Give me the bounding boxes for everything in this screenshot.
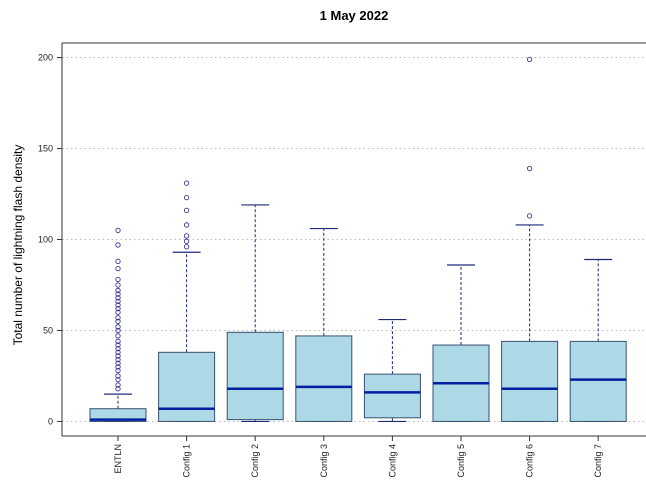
outlier-1-3 bbox=[183, 222, 190, 228]
box-6 bbox=[501, 340, 559, 422]
y-tick-label-0: 0 bbox=[48, 416, 53, 426]
outlier-0-26 bbox=[115, 276, 121, 283]
outlier-0-14 bbox=[115, 327, 121, 334]
outlier-0-16 bbox=[115, 318, 121, 325]
outlier-0-9 bbox=[115, 349, 121, 355]
axes: 0 50 100 150 200 ENTLN Config 1 Config 2 Config … bbox=[38, 42, 646, 478]
outlier-0-22 bbox=[115, 295, 121, 301]
x-tick-label-5: Config 5 bbox=[456, 444, 466, 478]
y-tick-label-200: 200 bbox=[38, 53, 53, 63]
outlier-0-18 bbox=[115, 309, 121, 315]
y-tick-label-100: 100 bbox=[38, 235, 53, 245]
outlier-0-2 bbox=[115, 376, 121, 383]
box-4 bbox=[363, 373, 421, 419]
outlier-6-1 bbox=[526, 165, 533, 172]
outlier-1-5 bbox=[183, 195, 190, 201]
outlier-1-2 bbox=[183, 233, 190, 239]
outlier-0-7 bbox=[115, 356, 121, 363]
x-tick-label-3: Config 3 bbox=[319, 444, 329, 478]
y-tick-label-150: 150 bbox=[38, 144, 53, 154]
outlier-0-24 bbox=[115, 287, 121, 294]
outlier-0-28 bbox=[115, 258, 121, 264]
x-tick-label-6: Config 6 bbox=[525, 444, 535, 478]
outlier-0-30 bbox=[115, 227, 121, 234]
outlier-0-1 bbox=[115, 382, 121, 388]
box-2 bbox=[226, 331, 284, 421]
outlier-0-4 bbox=[115, 367, 121, 374]
outlier-0-25 bbox=[115, 282, 121, 288]
outliers bbox=[115, 56, 533, 392]
outlier-0-11 bbox=[115, 342, 121, 348]
outlier-0-23 bbox=[115, 291, 121, 297]
outlier-0-29 bbox=[115, 242, 121, 248]
chart-title: 1 May 2022 bbox=[319, 8, 389, 23]
x-tick-label-7: Config 7 bbox=[593, 444, 603, 478]
boxes bbox=[89, 331, 627, 422]
outlier-0-12 bbox=[115, 338, 121, 345]
outlier-6-0 bbox=[526, 213, 533, 219]
outlier-1-0 bbox=[183, 244, 190, 250]
grid-lines bbox=[62, 57, 646, 422]
outlier-1-1 bbox=[183, 238, 190, 244]
outlier-0-19 bbox=[115, 305, 121, 312]
outlier-0-3 bbox=[115, 373, 121, 379]
x-tick-label-0: ENTLN bbox=[113, 444, 123, 474]
box-0 bbox=[89, 408, 147, 422]
y-tick-label-50: 50 bbox=[43, 325, 53, 335]
outlier-0-13 bbox=[115, 333, 121, 339]
box-3 bbox=[295, 335, 353, 422]
outlier-0-20 bbox=[115, 302, 121, 308]
box-1 bbox=[158, 351, 216, 422]
outlier-0-21 bbox=[115, 298, 121, 305]
outlier-0-6 bbox=[115, 360, 121, 366]
outlier-1-6 bbox=[183, 180, 190, 186]
x-tick-label-4: Config 4 bbox=[387, 444, 397, 478]
outlier-0-0 bbox=[115, 386, 121, 392]
outlier-0-15 bbox=[115, 324, 121, 330]
outlier-0-27 bbox=[115, 265, 121, 272]
outlier-1-4 bbox=[183, 207, 190, 214]
box-7 bbox=[569, 340, 627, 422]
outlier-0-8 bbox=[115, 353, 121, 359]
x-tick-label-2: Config 2 bbox=[250, 444, 260, 478]
outlier-0-5 bbox=[115, 364, 121, 370]
x-tick-label-1: Config 1 bbox=[182, 444, 192, 478]
outlier-6-2 bbox=[526, 56, 533, 63]
outlier-0-17 bbox=[115, 315, 121, 321]
outlier-0-10 bbox=[115, 346, 121, 352]
